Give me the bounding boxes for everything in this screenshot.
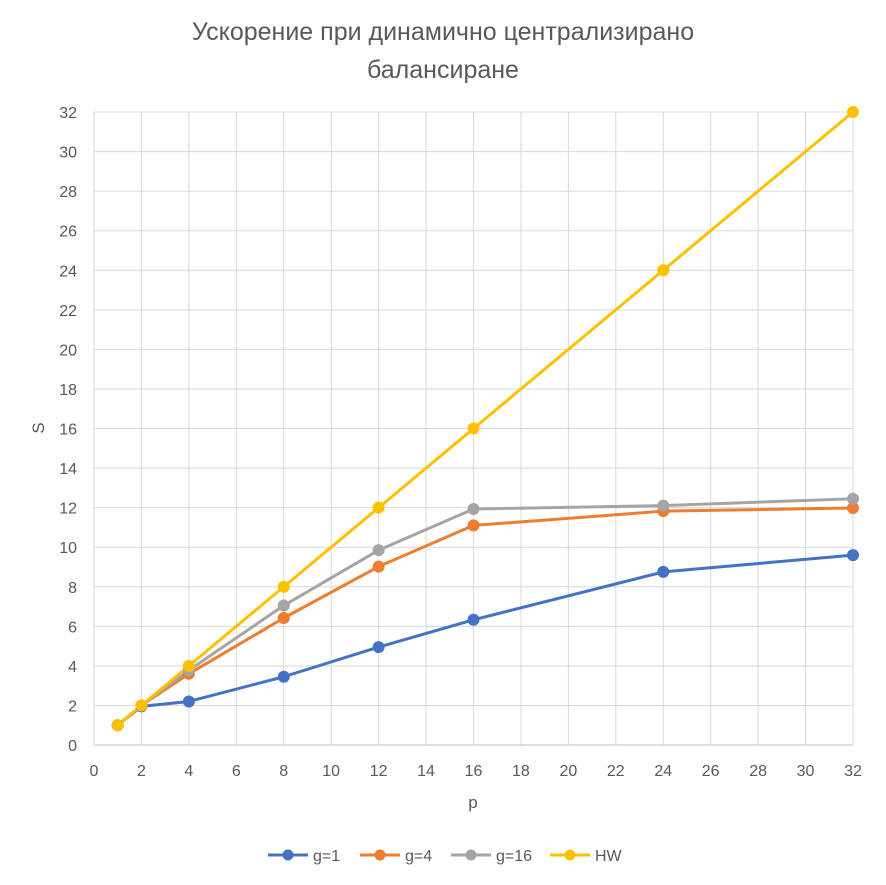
y-tick-label: 32 [59, 105, 77, 122]
data-point-g=4 [372, 560, 385, 573]
y-tick-label: 0 [68, 738, 77, 755]
legend-marker-g=4 [374, 849, 386, 861]
y-tick-label: 8 [68, 580, 77, 597]
y-tick-label: 20 [59, 342, 77, 359]
data-point-HW [182, 659, 195, 672]
data-point-g=4 [277, 612, 290, 625]
chart-title-line-1: Ускорение при динамично централизирано [191, 18, 695, 46]
data-point-g=1 [182, 695, 195, 708]
x-tick-label: 14 [417, 763, 435, 780]
series-lines [116, 110, 854, 727]
data-point-g=16 [657, 499, 670, 512]
y-tick-label: 28 [59, 184, 77, 201]
legend-label-g=1: g=1 [313, 848, 340, 865]
x-tick-label: 22 [607, 763, 625, 780]
x-tick-label: 4 [184, 763, 193, 780]
gridlines [93, 111, 854, 746]
y-tick-label: 12 [59, 501, 77, 518]
y-tick-label: 30 [59, 145, 77, 162]
x-tick-label: 10 [322, 763, 340, 780]
chart-title-line-2: балансиране [367, 56, 519, 84]
x-tick-label: 8 [279, 763, 288, 780]
y-tick-label: 10 [59, 540, 77, 557]
data-point-HW [467, 422, 480, 435]
data-point-HW [277, 580, 290, 593]
y-tick-label: 22 [59, 303, 77, 320]
series-line-HW [116, 110, 854, 727]
data-point-g=1 [657, 565, 670, 578]
x-tick-label: 28 [749, 763, 767, 780]
axes: 0 2 4 6 8 10 12 14 16 18 20 22 24 26 28 30 3202468101214… [59, 105, 862, 780]
y-axis-label: S [29, 422, 48, 433]
y-tick-label: 6 [68, 619, 77, 636]
legend-label-g=4: g=4 [405, 848, 432, 865]
x-tick-label: 12 [370, 763, 388, 780]
y-tick-label: 24 [59, 263, 77, 280]
data-point-g=1 [277, 670, 290, 683]
x-tick-label: 24 [654, 763, 672, 780]
x-tick-label: 26 [702, 763, 720, 780]
data-point-HW [111, 719, 124, 732]
y-tick-label: 4 [68, 659, 77, 676]
data-point-HW [372, 501, 385, 514]
data-point-g=16 [372, 544, 385, 557]
legend-marker-g=1 [282, 849, 294, 861]
x-tick-label: 16 [465, 763, 483, 780]
x-tick-label: 32 [844, 763, 862, 780]
data-point-g=16 [277, 599, 290, 612]
legend: g=1 g=4 g=16 HW [268, 848, 623, 865]
x-tick-label: 0 [90, 763, 99, 780]
x-tick-label: 30 [797, 763, 815, 780]
data-point-g=4 [467, 519, 480, 532]
x-axis-label: p [468, 793, 477, 812]
legend-label-HW: HW [595, 848, 623, 865]
y-tick-label: 14 [59, 461, 77, 478]
data-point-g=1 [372, 641, 385, 654]
x-tick-label: 18 [512, 763, 530, 780]
data-point-HW [135, 699, 148, 712]
series-line-g=1 [116, 553, 854, 727]
y-tick-label: 16 [59, 422, 77, 439]
x-tick-label: 2 [137, 763, 146, 780]
legend-marker-HW [564, 849, 576, 861]
y-tick-label: 26 [59, 224, 77, 241]
series-points [111, 106, 859, 732]
y-tick-label: 18 [59, 382, 77, 399]
data-point-g=1 [847, 549, 859, 562]
data-point-g=1 [467, 613, 480, 626]
x-tick-label: 6 [232, 763, 241, 780]
legend-marker-g=16 [465, 849, 477, 861]
data-point-HW [657, 264, 670, 277]
data-point-g=16 [467, 503, 480, 516]
data-point-g=16 [847, 492, 859, 505]
data-point-HW [847, 106, 859, 118]
y-tick-label: 2 [68, 698, 77, 715]
x-tick-label: 20 [559, 763, 577, 780]
legend-label-g=16: g=16 [496, 848, 532, 865]
